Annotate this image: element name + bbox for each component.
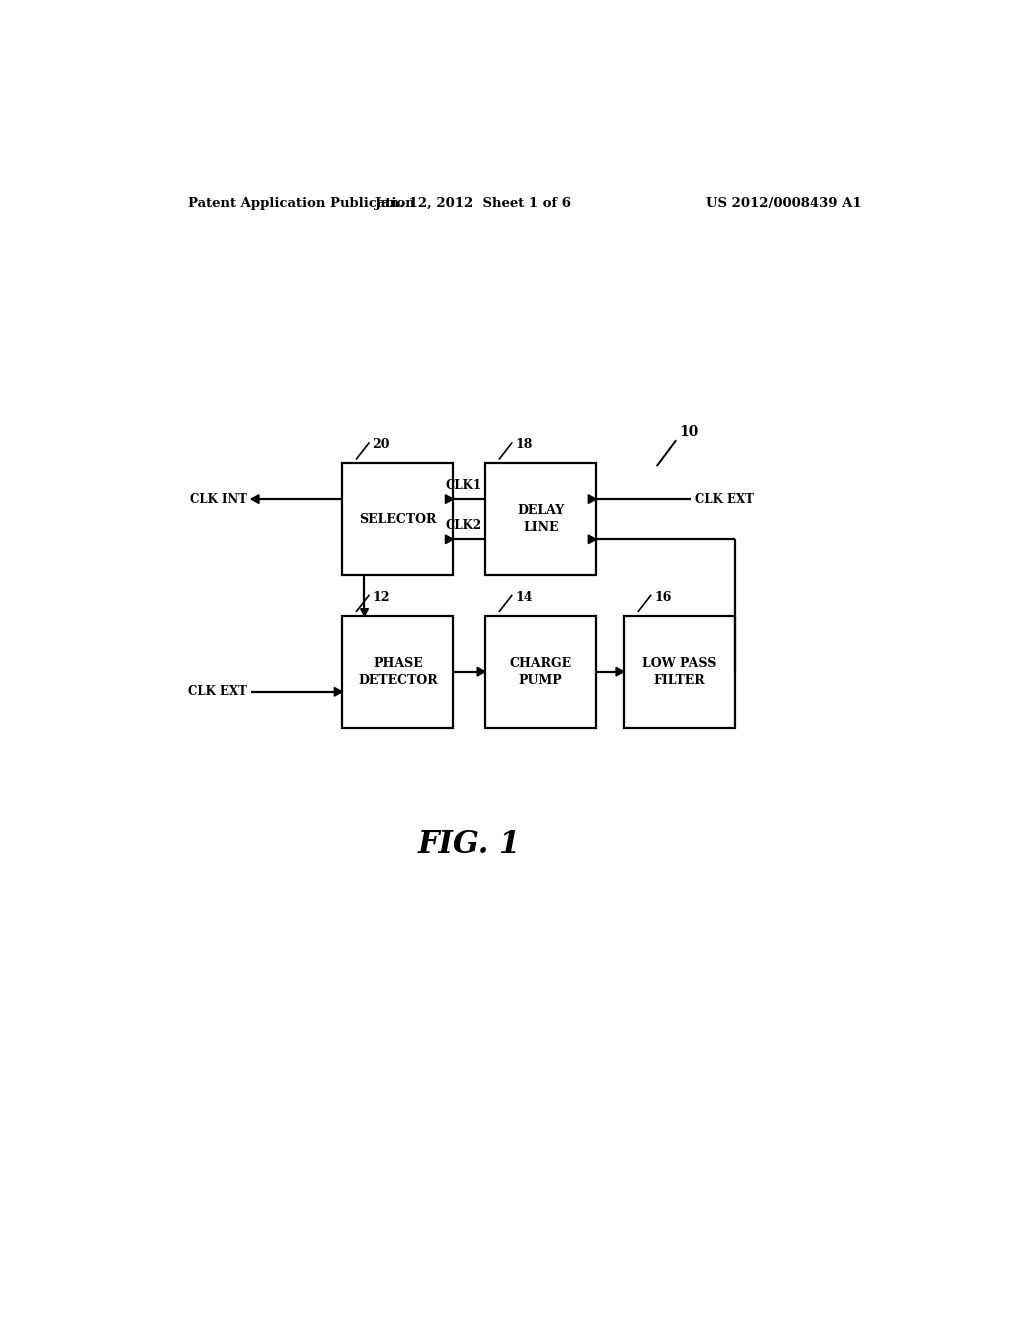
Text: 20: 20 — [373, 438, 390, 451]
Polygon shape — [616, 668, 624, 676]
Text: CLK1: CLK1 — [445, 479, 481, 492]
Text: 12: 12 — [373, 590, 390, 603]
Text: CLK EXT: CLK EXT — [188, 685, 247, 698]
Polygon shape — [445, 495, 454, 503]
Text: Jan. 12, 2012  Sheet 1 of 6: Jan. 12, 2012 Sheet 1 of 6 — [375, 197, 571, 210]
Text: 16: 16 — [654, 590, 672, 603]
Polygon shape — [588, 535, 596, 544]
Text: DELAY
LINE: DELAY LINE — [517, 504, 564, 535]
Polygon shape — [251, 495, 259, 503]
Bar — [485, 615, 596, 727]
Bar — [342, 615, 454, 727]
Bar — [624, 615, 735, 727]
Text: CHARGE
PUMP: CHARGE PUMP — [510, 656, 571, 686]
Polygon shape — [360, 609, 369, 615]
Text: US 2012/0008439 A1: US 2012/0008439 A1 — [707, 197, 862, 210]
Text: FIG. 1: FIG. 1 — [418, 829, 521, 859]
Text: Patent Application Publication: Patent Application Publication — [187, 197, 415, 210]
Text: SELECTOR: SELECTOR — [359, 512, 436, 525]
Text: 14: 14 — [515, 590, 532, 603]
Polygon shape — [334, 688, 342, 696]
Polygon shape — [477, 668, 485, 676]
Text: CLK2: CLK2 — [445, 519, 481, 532]
Polygon shape — [445, 535, 454, 544]
Bar — [485, 463, 596, 576]
Text: 18: 18 — [515, 438, 532, 451]
Text: PHASE
DETECTOR: PHASE DETECTOR — [358, 656, 437, 686]
Text: CLK INT: CLK INT — [190, 492, 247, 506]
Text: CLK EXT: CLK EXT — [695, 492, 755, 506]
Polygon shape — [588, 495, 596, 503]
Text: 10: 10 — [680, 425, 699, 440]
Text: LOW PASS
FILTER: LOW PASS FILTER — [642, 656, 717, 686]
Bar — [342, 463, 454, 576]
